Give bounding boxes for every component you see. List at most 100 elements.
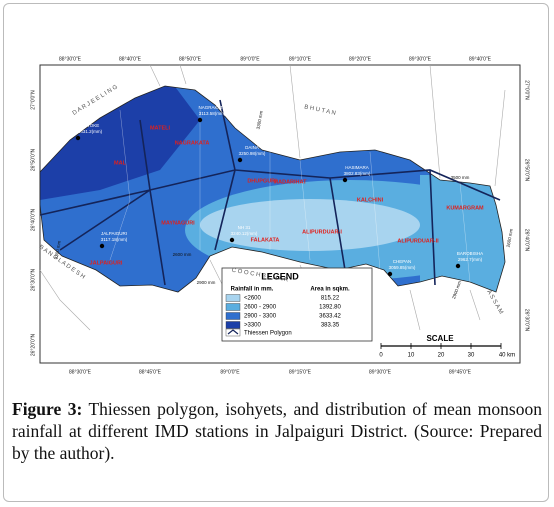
station-name: NAGRAKATA xyxy=(198,105,225,110)
legend-swatch xyxy=(225,312,241,320)
block-name: MAYNAGURI xyxy=(161,220,195,226)
block-name: JALPAIGURI xyxy=(90,260,123,266)
block-name: KUMARGRAM xyxy=(446,205,484,211)
block-name: NAGRAKATA xyxy=(175,140,210,146)
lat-label: 27°0'0"N xyxy=(524,80,530,100)
caption-label: Figure 3: xyxy=(12,399,83,419)
station-rainfall: 3117.18(mm) xyxy=(101,237,128,242)
isohyet-label: 3300 mm xyxy=(54,240,62,260)
station-name: JALPAIGURI xyxy=(101,231,127,236)
legend-swatch xyxy=(225,303,241,311)
isohyet-label: 3500 mm xyxy=(451,175,470,180)
scale-label: 10 xyxy=(408,353,415,359)
legend-swatch xyxy=(225,321,241,329)
legend-area: 3633.42 xyxy=(319,314,341,320)
station-rainfall: 3802.83(mm) xyxy=(344,171,371,176)
block-name: KALCHINI xyxy=(357,197,384,203)
zone-2600-2900 xyxy=(420,175,505,292)
figure-border xyxy=(3,3,549,502)
legend-header: Rainfall in mm. xyxy=(231,287,274,293)
block-name: ALIPURDUAR-I xyxy=(302,229,342,235)
thiessen-polygons xyxy=(39,99,501,286)
scale-label: 20 xyxy=(438,353,445,359)
lon-label: 88°30'0"E xyxy=(59,56,82,62)
lat-label: 26°20'0"N xyxy=(30,333,36,356)
block-name: MATELI xyxy=(150,125,171,131)
block-boundaries xyxy=(109,109,471,283)
station-rainfall: 3059.85(mm) xyxy=(389,265,416,270)
legend-rainfall: >3300 xyxy=(244,323,262,329)
lon-label: 89°0'0"E xyxy=(240,56,260,62)
lat-label: 26°40'0"N xyxy=(524,229,530,252)
scale-title: SCALE xyxy=(426,334,454,343)
legend-area: 383.35 xyxy=(321,323,340,329)
lon-label: 89°15'0"E xyxy=(289,369,312,375)
lon-label: 89°30'0"E xyxy=(369,369,392,375)
legend-rainfall: <2600 xyxy=(244,296,262,302)
scale-label: 40 km xyxy=(499,353,515,359)
lon-label: 88°50'0"E xyxy=(179,56,202,62)
caption-text: Thiessen polygon, isohyets, and distribu… xyxy=(12,399,542,463)
legend-area: 1392.80 xyxy=(319,305,341,311)
isohyet-label: 2900 mm xyxy=(197,280,216,285)
station-dot xyxy=(229,237,235,243)
station-dot xyxy=(387,271,393,277)
lon-label: 89°45'0"E xyxy=(449,369,472,375)
station-rainfall: 3250.98(mm) xyxy=(239,151,266,156)
station-name: CHEPAN xyxy=(393,259,411,264)
station-name: HASIMARA xyxy=(345,165,369,170)
legend-polygon: Thiessen Polygon xyxy=(244,331,292,337)
station-name: NH 31 xyxy=(238,225,251,230)
isohyet-label: 2600 mm xyxy=(173,252,192,257)
lon-label: 89°40'0"E xyxy=(469,56,492,62)
district-outline xyxy=(39,85,506,293)
block-name: MAL xyxy=(114,160,127,166)
station-rainfall: 3113.58(mm) xyxy=(199,111,226,116)
isohyet-label: 2900 mm xyxy=(451,280,462,300)
lon-label: 88°30'0"E xyxy=(69,369,92,375)
zone-below-2600 xyxy=(200,199,420,251)
block-name: DHUPGURI xyxy=(247,178,277,184)
station-dot xyxy=(455,263,461,269)
block-name: FALAKATA xyxy=(251,237,280,243)
lat-label: 26°30'0"N xyxy=(524,309,530,332)
legend-line xyxy=(227,329,239,335)
legend-title: LEGEND xyxy=(261,271,299,281)
scale-label: 0 xyxy=(379,353,383,359)
scale-label: 30 xyxy=(468,353,475,359)
lat-label: 27°0'0"N xyxy=(30,90,36,110)
station-dot xyxy=(197,117,203,123)
legend-swatch xyxy=(225,294,241,302)
station-dot xyxy=(99,243,105,249)
lon-label: 88°45'0"E xyxy=(139,369,162,375)
station-dot xyxy=(237,157,243,163)
lon-label: 89°10'0"E xyxy=(289,56,312,62)
lon-label: 89°0'0"E xyxy=(220,369,240,375)
station-rainfall: 3431.2(mm) xyxy=(78,129,103,134)
caption: Figure 3: Thiessen polygon, isohyets, an… xyxy=(12,398,542,464)
map: 88°30'0"E 88°40'0"E 88°50'0"E 89°0'0"E 89°10… xyxy=(30,56,530,375)
legend-rainfall: 2600 - 2900 xyxy=(244,305,277,311)
legend-header: Area in sqkm. xyxy=(310,287,350,293)
legend-area: 815.22 xyxy=(321,296,340,302)
legend-border xyxy=(221,267,373,342)
station-name: BAROBISHA xyxy=(457,251,483,256)
station-dot xyxy=(342,177,348,183)
lon-label: 89°30'0"E xyxy=(409,56,432,62)
lat-label: 26°30'0"N xyxy=(30,268,36,291)
isohyet-label: 2600 mm xyxy=(506,228,514,248)
station-dot xyxy=(75,135,81,141)
lat-label: 26°50'0"N xyxy=(30,148,36,171)
station-rainfall: 2962.7(mm) xyxy=(458,257,483,262)
station-name: SEVOKE xyxy=(81,123,100,128)
lat-label: 26°40'0"N xyxy=(30,208,36,231)
lon-label: 89°20'0"E xyxy=(349,56,372,62)
block-name: MADARIHAT xyxy=(274,179,308,185)
lon-label: 88°40'0"E xyxy=(119,56,142,62)
legend-box xyxy=(221,267,373,342)
station-rainfall: 3240.12(mm) xyxy=(231,231,258,236)
station-name: DAINA xyxy=(245,145,259,150)
lat-label: 26°50'0"N xyxy=(524,159,530,182)
legend-rainfall: 2900 - 3300 xyxy=(244,314,277,320)
